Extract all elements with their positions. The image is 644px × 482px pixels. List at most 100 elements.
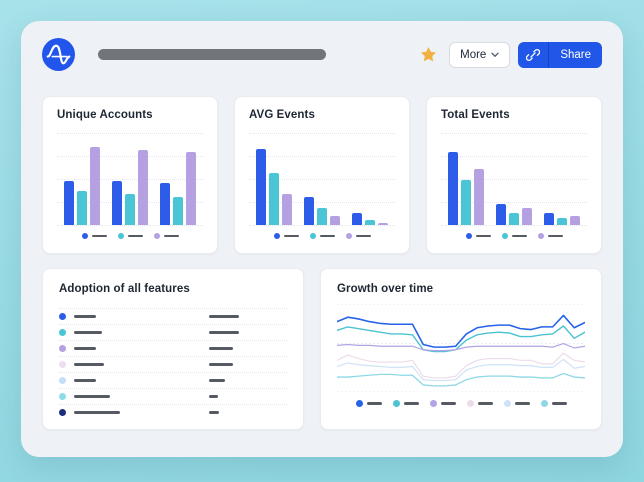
bar (112, 180, 122, 225)
legend-dot (117, 233, 124, 239)
gridline (57, 225, 203, 226)
feature-dot (59, 345, 66, 352)
total-events-bar-chart (441, 133, 587, 226)
line-series (337, 315, 585, 347)
legend-dot (392, 400, 400, 407)
bar (138, 149, 148, 225)
legend-label-placeholder (514, 402, 530, 405)
gridline (57, 133, 203, 134)
legend-item (466, 400, 493, 407)
feature-value-placeholder (209, 411, 219, 414)
bar (160, 182, 170, 225)
legend-dot (503, 400, 511, 407)
card-title: Adoption of all features (59, 283, 190, 295)
legend-dot (273, 233, 280, 239)
line-series (337, 344, 585, 351)
feature-value-cell (209, 315, 287, 318)
feature-value-placeholder (209, 379, 225, 382)
legend-dot (309, 233, 316, 239)
card-title: Growth over time (337, 283, 434, 295)
feature-value-placeholder (209, 347, 233, 350)
legend-label-placeholder (366, 402, 382, 405)
feature-value-cell (209, 411, 287, 414)
share-button[interactable]: Share (518, 41, 602, 68)
line-series (337, 353, 585, 378)
feature-value-placeholder (209, 395, 218, 398)
feature-label-placeholder (74, 395, 110, 398)
bar-group (160, 133, 196, 225)
bar-group (352, 133, 388, 225)
bar (269, 172, 279, 225)
legend-dot (81, 233, 88, 239)
card-total-events: Total Events (426, 96, 602, 254)
bar-group (256, 133, 292, 225)
bar (509, 213, 519, 225)
more-button[interactable]: More (449, 41, 511, 68)
legend-dot (540, 400, 548, 407)
bar (474, 168, 484, 225)
legend-dot (466, 400, 474, 407)
bar (544, 213, 554, 225)
growth-line-chart (337, 304, 585, 392)
card-avg-events: AVG Events (234, 96, 410, 254)
bar-group (496, 133, 532, 225)
legend-item (540, 400, 567, 407)
chart-legend (57, 233, 203, 239)
legend-item (501, 233, 527, 239)
feature-label-placeholder (74, 347, 96, 350)
bar (570, 215, 580, 225)
feature-value-placeholder (209, 363, 233, 366)
gridline (441, 133, 587, 134)
gridline (249, 202, 395, 203)
share-button-label: Share (560, 48, 591, 61)
feature-dot (59, 409, 66, 416)
bar (557, 217, 567, 225)
feature-row (59, 324, 287, 340)
bar-groups (57, 133, 203, 225)
legend-item (465, 233, 491, 239)
bar (522, 208, 532, 225)
unique-accounts-bar-chart (57, 133, 203, 226)
amplitude-logo[interactable] (42, 38, 75, 71)
card-title: AVG Events (249, 109, 315, 121)
feature-label-placeholder (74, 411, 120, 414)
bar (256, 148, 266, 225)
more-button-label: More (460, 48, 487, 61)
avg-events-bar-chart (249, 133, 395, 226)
bar (330, 215, 340, 225)
feature-label-placeholder (74, 379, 96, 382)
star-icon[interactable] (419, 45, 438, 64)
gridline (249, 179, 395, 180)
bar-group (448, 133, 484, 225)
legend-item (537, 233, 563, 239)
legend-label-placeholder (319, 234, 335, 238)
legend-label-placeholder (477, 402, 493, 405)
feature-value-cell (209, 331, 287, 334)
legend-dot (537, 233, 544, 239)
legend-label-placeholder (475, 234, 491, 238)
feature-row (59, 372, 287, 388)
card-growth: Growth over time (320, 268, 602, 430)
feature-label-placeholder (74, 331, 102, 334)
chevron-down-icon (491, 52, 500, 57)
legend-dot (501, 233, 508, 239)
bar-group (112, 133, 148, 225)
legend-label-placeholder (127, 234, 143, 238)
feature-dot (59, 361, 66, 368)
feature-row (59, 404, 287, 420)
card-unique-accounts: Unique Accounts (42, 96, 218, 254)
bar (282, 193, 292, 225)
feature-row (59, 308, 287, 324)
legend-dot (465, 233, 472, 239)
bar (125, 193, 135, 225)
bar (186, 152, 196, 225)
feature-dot (59, 393, 66, 400)
bottom-card-row: Adoption of all features Growth over tim… (42, 268, 602, 430)
bar (365, 220, 375, 225)
bar-group (544, 133, 580, 225)
legend-item (355, 400, 382, 407)
bar-group (304, 133, 340, 225)
link-icon (526, 48, 541, 61)
legend-dot (345, 233, 352, 239)
feature-label-placeholder (74, 315, 96, 318)
